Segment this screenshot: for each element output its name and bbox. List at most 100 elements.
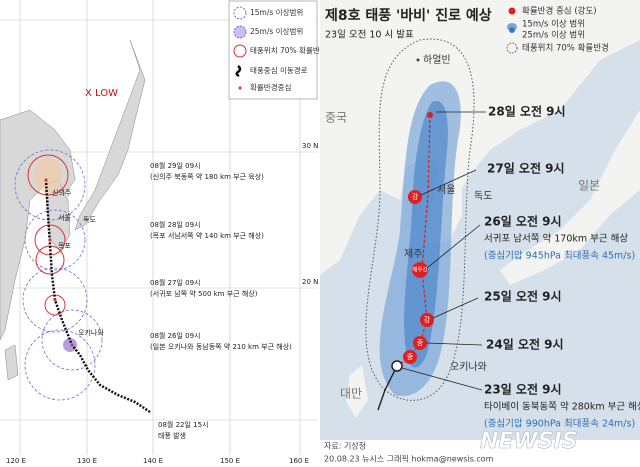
intensity-label: 중 [407, 353, 414, 361]
place-label: 제주 [404, 248, 422, 260]
legend-label: 태풍중심 이동경로 [250, 65, 308, 75]
group [27, 154, 69, 316]
place-label: 서울 [437, 184, 455, 196]
map-shape [233, 6, 247, 20]
watermark: NEWSIS [480, 429, 578, 454]
intensity-label: 중 [417, 339, 424, 347]
place-label: 대만 [340, 387, 362, 401]
intensity-label: 강 [424, 315, 431, 324]
legend-label: 확률반경중심 [250, 82, 291, 92]
place-label: 하얼빈 [423, 53, 451, 66]
intensity-label: 강 [412, 192, 419, 201]
map-shape [404, 100, 448, 368]
lon-label: 160 E [289, 457, 309, 465]
forecast-time: 08월 22일 15시 [158, 420, 209, 429]
map-shape [41, 309, 103, 371]
place-label: 오키나와 [78, 328, 104, 337]
lon-label: 120 E [6, 457, 26, 465]
map-shape [24, 329, 96, 401]
map-shape [53, 298, 57, 302]
lon-label: 140 E [143, 457, 163, 465]
group: 강 매우강 강 중 중 [407, 192, 431, 361]
map-shape [14, 149, 86, 221]
forecast-time: 08월 26일 09시 [150, 331, 201, 340]
map-shape [233, 25, 247, 39]
forecast-detail: (중심기압 945hPa 최대풍속 45m/s) [484, 250, 635, 262]
legend-label: 확률반경 중심 (강도) [522, 6, 597, 17]
map-shape [420, 169, 477, 196]
map-shape [4, 344, 19, 381]
forecast-time: 24일 오전 9시 [486, 337, 564, 352]
low-label: X LOW [85, 88, 118, 99]
place-label: 중국 [325, 111, 347, 125]
map-shape [412, 262, 428, 278]
legend-label: 태풍위치 70% 확률반경 [522, 43, 609, 54]
map-shape [34, 224, 66, 256]
forecast-desc: (신의주 북동쪽 약 180 km 부근 육상) [150, 172, 264, 181]
place-label: 신의주 [52, 188, 72, 197]
map-shape [320, 0, 640, 275]
forecast-desc: (서귀포 남쪽 약 500 km 부근 해상) [150, 289, 258, 298]
title: 제8호 태풍 '바비' 진로 예상 [325, 7, 492, 24]
map-shape [426, 224, 481, 269]
forecast-detail: (중심기압 990hPa 최대풍속 24m/s) [484, 418, 635, 430]
map-shape [408, 190, 422, 204]
place-label: 일본 [578, 179, 600, 193]
map-shape [401, 367, 483, 391]
map-shape [22, 267, 88, 333]
forecast-desc: (일본 오키나와 동남동쪽 약 210 km 부근 해상) [150, 342, 292, 351]
map-shape [320, 440, 640, 467]
place-label: 서울 [58, 213, 71, 222]
credit: 20.08.23 뉴시스 그래픽 hokma@newsis.com [324, 454, 494, 464]
group [14, 149, 103, 401]
left-map: X LOW 08월 29일 09시 (신의주 북동쪽 약 180 km 부근 육… [0, 0, 327, 467]
map-shape [346, 365, 368, 418]
lon-label: 130 E [77, 457, 97, 465]
map-shape [74, 39, 146, 231]
map-shape [413, 336, 427, 350]
lat-label: 20 N [302, 278, 318, 286]
map-shape [377, 365, 398, 411]
map-shape [509, 27, 515, 33]
legend-label: 25m/s 이상 범위 [522, 30, 585, 41]
legend-label: 15m/s 이상 범위 [522, 19, 585, 30]
right-map: 강 매우강 강 중 중 제8호 태풍 '바비' 진로 예상 23일 오전 10 … [320, 0, 640, 467]
map-shape [48, 238, 52, 242]
lat-label: 30 N [302, 142, 318, 150]
subtitle: 23일 오전 10 시 발표 [325, 30, 414, 41]
forecast-time: 26일 오전 9시 [484, 214, 562, 229]
map-shape [24, 209, 86, 271]
source: 자료: 기상청 [324, 441, 366, 451]
map-shape [238, 86, 242, 90]
map-shape [44, 178, 48, 182]
forecast-desc: 타이베이 동북동쪽 약 280km 부근 해상 [484, 401, 640, 413]
group [401, 111, 486, 391]
map-shape [506, 42, 518, 54]
lon-label: 150 E [220, 457, 240, 465]
map-shape [235, 65, 242, 78]
forecast-time: 08월 28일 09시 [150, 220, 201, 229]
forecast-time: 23일 오전 9시 [484, 382, 562, 397]
map-shape [427, 112, 433, 118]
map-shape [416, 58, 420, 62]
map-shape [365, 38, 475, 401]
map-shape [403, 350, 417, 364]
group [403, 190, 434, 364]
forecast-time: 08월 29일 09시 [150, 161, 201, 170]
forecast-time: 25일 오전 9시 [484, 289, 562, 304]
map-shape [432, 297, 479, 319]
place-label: 오키나와 [450, 361, 487, 373]
map-shape [508, 7, 516, 15]
group [44, 178, 74, 347]
map-shape [391, 360, 403, 372]
forecast-time: 27일 오전 9시 [487, 161, 565, 176]
map-shape [233, 44, 247, 58]
map-shape [420, 313, 434, 327]
forecast-desc: 태풍 발생 [158, 431, 186, 440]
map-shape [70, 343, 74, 347]
forecast-time: 28일 오전 9시 [488, 104, 566, 119]
forecast-time: 08월 27일 09시 [150, 278, 201, 287]
forecast-desc: 서귀포 남서쪽 약 170km 부근 해상 [484, 233, 628, 245]
place-label: 독도 [474, 190, 492, 202]
legend-label: 태풍위치 70% 확률반경 [250, 45, 327, 55]
